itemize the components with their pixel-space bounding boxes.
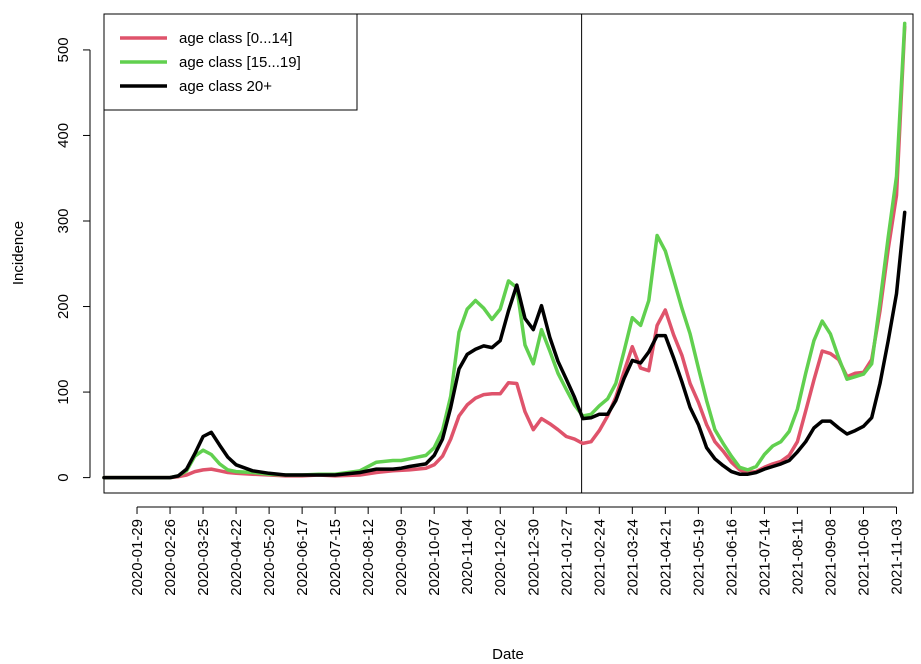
y-tick-label-5: 500 <box>55 37 72 62</box>
y-tick-label-2: 200 <box>55 294 72 319</box>
plot-frame <box>103 13 914 494</box>
x-tick-label-19: 2021-07-14 <box>756 519 773 596</box>
legend-label-0: age class [0...14] <box>179 30 292 47</box>
x-tick-label-0: 2020-01-29 <box>129 519 146 596</box>
series-layer <box>102 21 907 480</box>
x-tick-label-6: 2020-07-15 <box>327 519 344 596</box>
y-axis-label: Incidence <box>10 221 27 285</box>
x-tick-label-3: 2020-04-22 <box>228 519 245 596</box>
x-axis: 2020-01-29 2020-02-26 2020-03-25 2020-04-22… <box>129 506 905 596</box>
x-tick-label-2: 2020-03-25 <box>195 519 212 596</box>
x-tick-label-1: 2020-02-26 <box>162 519 179 596</box>
x-tick-label-10: 2020-11-04 <box>459 519 476 595</box>
x-tick-label-5: 2020-06-17 <box>294 519 311 596</box>
legend-label-1: age class [15...19] <box>179 54 301 71</box>
x-tick-label-22: 2021-10-06 <box>855 519 872 596</box>
y-tick-label-1: 100 <box>55 380 72 405</box>
legend: age class [0...14] age class [15...19] a… <box>103 13 358 111</box>
y-tick-label-0: 0 <box>55 473 72 481</box>
x-tick-label-23: 2021-11-03 <box>888 519 905 595</box>
x-tick-label-13: 2021-01-27 <box>558 519 575 596</box>
x-tick-label-7: 2020-08-12 <box>360 519 377 596</box>
x-tick-label-11: 2020-12-02 <box>492 519 509 596</box>
x-tick-label-9: 2020-10-07 <box>426 519 443 596</box>
x-tick-label-15: 2021-03-24 <box>624 519 641 596</box>
x-axis-label: Date <box>492 646 524 663</box>
x-tick-label-12: 2020-12-30 <box>525 519 542 596</box>
x-tick-label-18: 2021-06-16 <box>723 519 740 596</box>
x-tick-label-20: 2021-08-11 <box>789 519 806 595</box>
x-tick-label-21: 2021-09-08 <box>822 519 839 596</box>
y-tick-label-4: 400 <box>55 123 72 148</box>
legend-label-2: age class 20+ <box>179 78 272 95</box>
series-line-2 <box>102 210 907 480</box>
x-tick-label-4: 2020-05-20 <box>261 519 278 596</box>
x-tick-label-8: 2020-09-09 <box>393 519 410 596</box>
y-tick-label-3: 300 <box>55 208 72 233</box>
x-tick-label-16: 2021-04-21 <box>657 519 674 596</box>
y-axis: 0 100 200 300 400 500 <box>55 37 91 482</box>
x-tick-label-14: 2021-02-24 <box>591 519 608 596</box>
x-tick-label-17: 2021-05-19 <box>690 519 707 596</box>
